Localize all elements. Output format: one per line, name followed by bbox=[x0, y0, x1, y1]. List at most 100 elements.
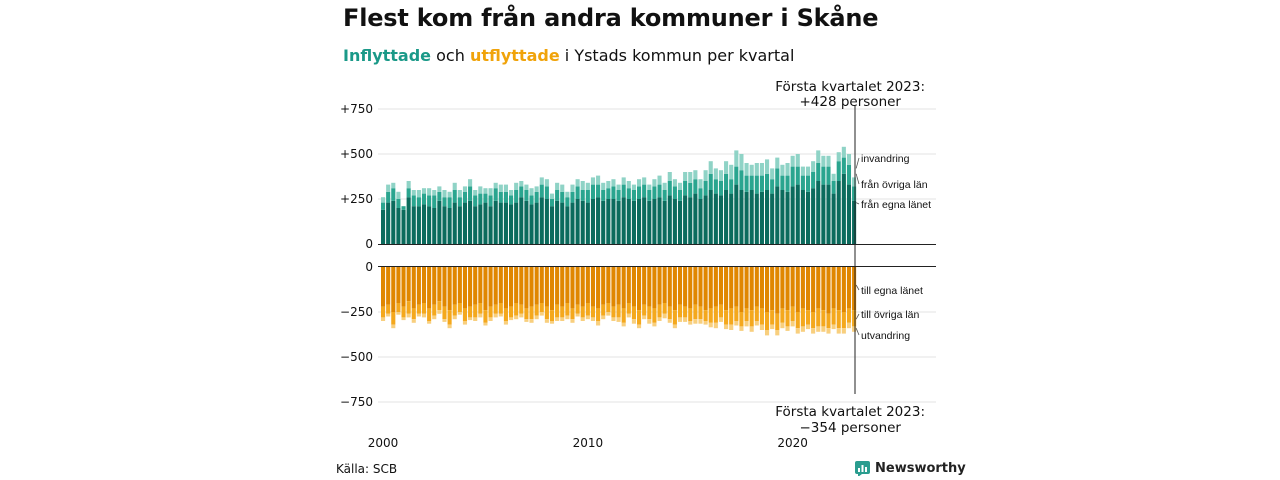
bar-out-0 bbox=[708, 267, 713, 309]
bar-in-2 bbox=[498, 184, 503, 192]
bar-in-1 bbox=[703, 181, 708, 196]
bar-in-0 bbox=[411, 206, 416, 244]
bar-in-1 bbox=[831, 181, 836, 194]
bar-out-1 bbox=[652, 308, 657, 323]
bar-out-2 bbox=[416, 313, 421, 317]
bar-in-0 bbox=[580, 200, 585, 244]
brand-logo[interactable]: Newsworthy bbox=[855, 461, 966, 476]
bar-out-1 bbox=[585, 303, 590, 316]
bar-in-2 bbox=[621, 177, 626, 185]
bar-in-0 bbox=[493, 200, 498, 244]
x-tick: 2010 bbox=[573, 436, 604, 450]
bar-out-2 bbox=[483, 322, 488, 326]
bar-in-2 bbox=[652, 179, 657, 187]
bar-in-1 bbox=[693, 179, 698, 194]
bar-in-1 bbox=[765, 173, 770, 190]
bar-in-0 bbox=[529, 204, 534, 244]
bar-out-1 bbox=[811, 312, 816, 329]
bar-out-2 bbox=[642, 315, 647, 320]
bar-out-0 bbox=[457, 267, 462, 303]
bar-in-1 bbox=[488, 195, 493, 207]
segment-label-in: från egna länet bbox=[861, 199, 931, 211]
y-tick-top: 0 bbox=[365, 237, 373, 251]
bar-out-1 bbox=[580, 306, 585, 318]
bar-out-2 bbox=[606, 312, 611, 316]
bar-out-0 bbox=[800, 267, 805, 309]
bar-out-0 bbox=[647, 267, 652, 307]
y-tick-top: +250 bbox=[340, 192, 373, 206]
bar-in-2 bbox=[427, 188, 432, 196]
bar-out-2 bbox=[785, 326, 790, 331]
segment-leader-in bbox=[855, 202, 860, 205]
bar-in-0 bbox=[606, 199, 611, 244]
bar-out-0 bbox=[621, 267, 626, 309]
bars-inflyttade bbox=[381, 146, 857, 244]
bar-out-2 bbox=[770, 324, 775, 330]
bar-out-2 bbox=[821, 326, 826, 332]
bar-out-2 bbox=[590, 317, 596, 321]
bar-in-0 bbox=[775, 186, 780, 244]
bar-in-2 bbox=[637, 179, 642, 187]
bar-out-2 bbox=[544, 319, 549, 323]
bar-in-1 bbox=[739, 170, 744, 190]
bar-out-0 bbox=[596, 267, 601, 309]
segment-labels: invandring från övriga län från egna länet… bbox=[855, 153, 931, 342]
segment-label-out: till egna länet bbox=[861, 285, 923, 297]
bar-out-1 bbox=[432, 304, 437, 316]
bar-in-0 bbox=[852, 200, 857, 244]
bar-out-0 bbox=[790, 267, 795, 307]
bar-in-2 bbox=[416, 190, 421, 198]
bar-out-1 bbox=[519, 304, 524, 314]
bar-in-2 bbox=[852, 177, 857, 187]
bar-in-0 bbox=[724, 190, 729, 244]
bar-out-0 bbox=[442, 267, 447, 307]
bar-out-2 bbox=[621, 322, 626, 327]
bar-in-0 bbox=[754, 193, 759, 244]
bar-in-2 bbox=[457, 190, 462, 198]
bar-in-2 bbox=[462, 186, 468, 192]
bar-in-0 bbox=[596, 197, 601, 244]
bar-out-0 bbox=[846, 267, 852, 309]
bar-out-0 bbox=[805, 267, 811, 311]
bar-out-2 bbox=[662, 313, 667, 319]
bar-out-2 bbox=[739, 326, 744, 331]
bar-in-0 bbox=[386, 202, 391, 244]
bar-out-1 bbox=[852, 310, 857, 327]
bar-out-0 bbox=[493, 267, 498, 305]
bar-out-0 bbox=[570, 267, 575, 309]
bar-in-2 bbox=[811, 161, 816, 172]
bar-out-1 bbox=[626, 303, 631, 314]
bar-out-2 bbox=[596, 321, 601, 326]
bar-in-2 bbox=[473, 190, 478, 196]
bar-out-1 bbox=[575, 304, 580, 314]
bar-out-2 bbox=[846, 322, 852, 329]
bar-out-1 bbox=[637, 310, 642, 325]
bar-out-0 bbox=[688, 267, 693, 309]
bar-out-1 bbox=[657, 304, 662, 318]
bar-in-1 bbox=[724, 173, 729, 190]
bar-out-0 bbox=[698, 267, 703, 307]
bar-out-0 bbox=[734, 267, 739, 307]
bar-out-2 bbox=[836, 328, 841, 334]
bar-out-2 bbox=[734, 321, 739, 326]
bar-in-0 bbox=[524, 200, 529, 244]
bar-in-2 bbox=[775, 157, 780, 169]
bar-in-0 bbox=[437, 200, 442, 244]
bar-out-2 bbox=[503, 321, 508, 325]
bar-out-1 bbox=[744, 308, 749, 321]
bar-in-0 bbox=[647, 200, 652, 244]
bar-in-2 bbox=[754, 163, 759, 176]
bar-out-0 bbox=[427, 267, 432, 309]
bar-out-0 bbox=[391, 267, 396, 312]
bar-in-2 bbox=[795, 154, 800, 167]
bar-in-2 bbox=[549, 193, 555, 199]
bar-out-1 bbox=[421, 303, 427, 314]
bar-in-2 bbox=[841, 146, 846, 158]
bar-out-2 bbox=[488, 317, 493, 321]
bar-in-0 bbox=[698, 199, 703, 244]
bar-in-1 bbox=[816, 163, 821, 181]
bar-in-0 bbox=[575, 199, 580, 244]
bar-in-1 bbox=[447, 197, 452, 208]
segment-leader-in bbox=[855, 173, 860, 185]
bar-out-1 bbox=[683, 306, 688, 318]
